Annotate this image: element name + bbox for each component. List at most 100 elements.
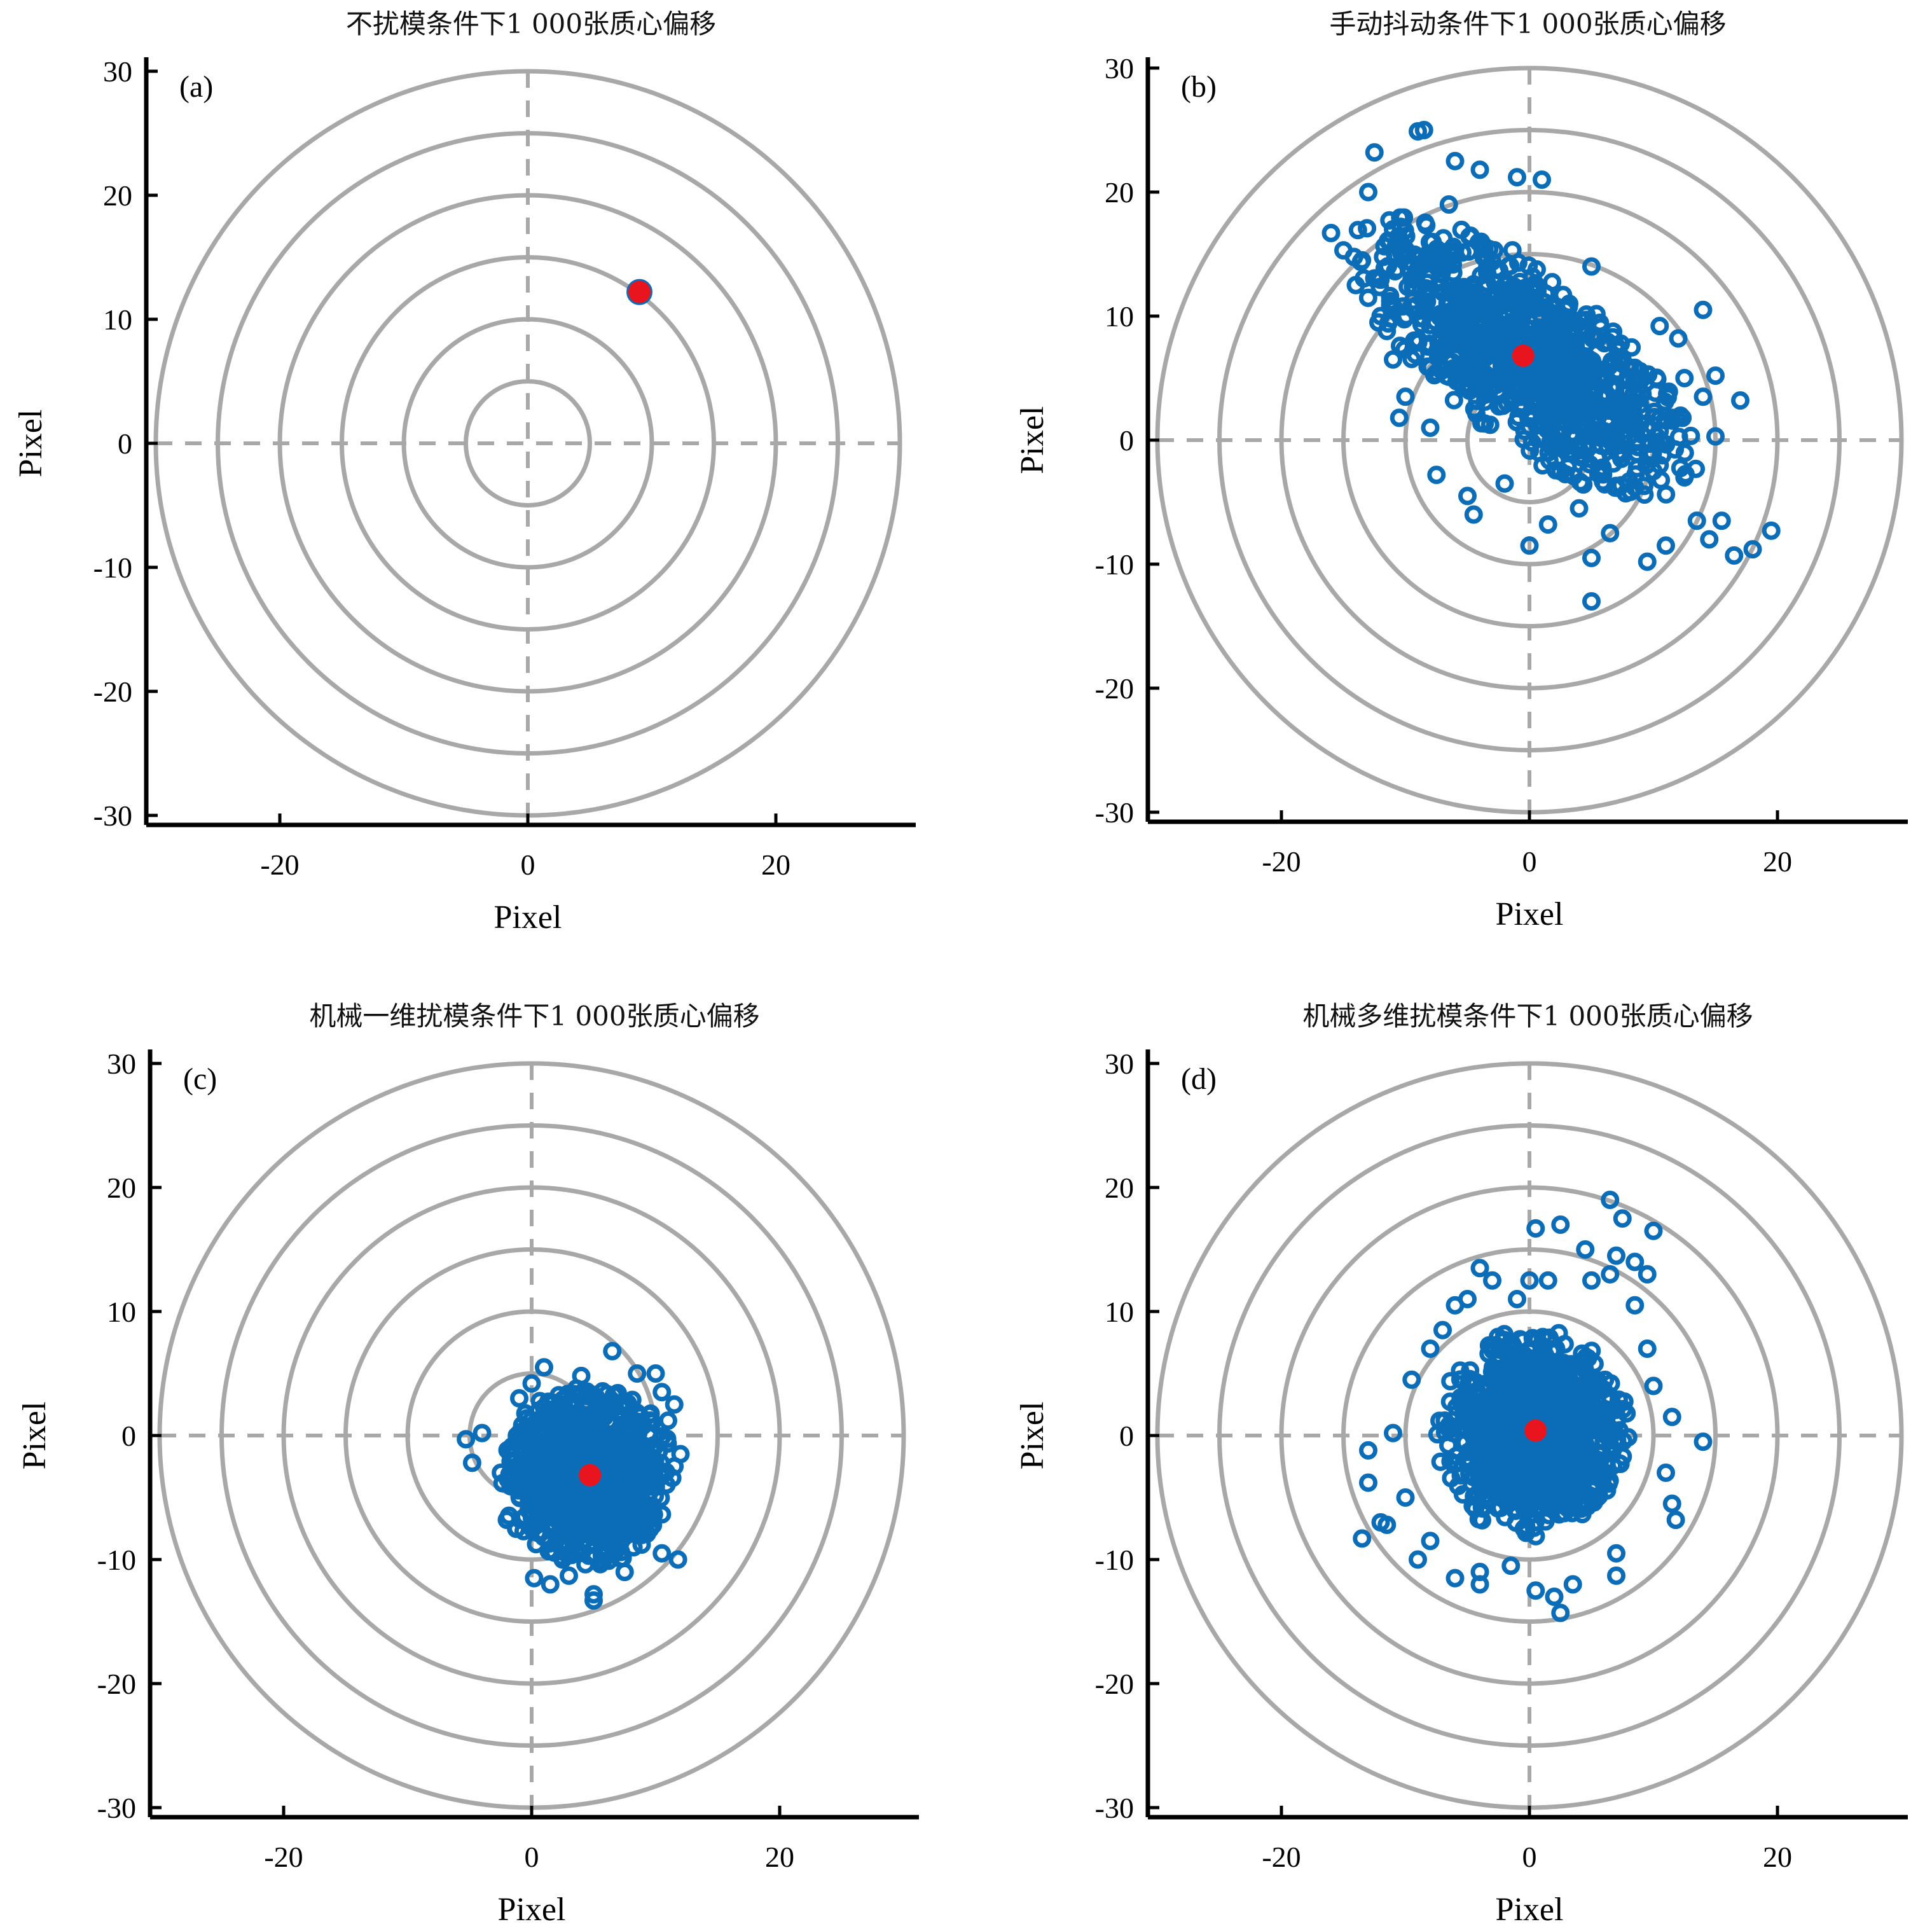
scatter-point — [1465, 1487, 1484, 1506]
scatter-point — [1549, 1485, 1568, 1504]
scatter-point — [1615, 1392, 1634, 1411]
scatter-point — [594, 1492, 613, 1511]
scatter-point — [518, 1409, 537, 1428]
x-tick-label: 20 — [1763, 1841, 1792, 1873]
scatter-point — [1576, 1240, 1595, 1259]
y-tick-label: -10 — [97, 1544, 136, 1576]
scatter-point — [514, 1452, 533, 1471]
scatter-point — [1564, 415, 1584, 434]
scatter-point — [599, 1428, 618, 1447]
scatter-point — [1645, 402, 1664, 421]
scatter-point — [1514, 430, 1533, 449]
scatter-point — [1551, 1603, 1570, 1623]
scatter-point — [1533, 170, 1551, 189]
scatter-point — [1479, 1344, 1498, 1363]
scatter-point — [1743, 540, 1762, 559]
scatter-point — [1419, 280, 1438, 299]
scatter-point — [1384, 350, 1402, 369]
scatter-point — [1599, 1404, 1618, 1423]
scatter-point — [529, 1497, 548, 1516]
scatter-point — [1634, 476, 1653, 495]
scatter-point — [1694, 300, 1713, 319]
scatter-point — [1520, 1271, 1539, 1290]
scatter-point — [1471, 305, 1490, 324]
y-tick-label: 30 — [107, 1048, 136, 1080]
scatter-point — [1446, 1568, 1465, 1588]
scatter-point — [522, 1439, 541, 1458]
axes: 30 20 10 0 -10 -20 -30 -20 0 20 — [1095, 52, 1908, 878]
scatter-point — [1377, 1515, 1397, 1534]
scatter-point — [1458, 1290, 1477, 1308]
scatter-point — [1405, 331, 1424, 350]
y-tick-label: -30 — [1095, 1792, 1134, 1824]
scatter-point — [1512, 310, 1531, 329]
scatter-point — [544, 1394, 563, 1413]
y-axis-label: Pixel — [13, 410, 49, 478]
scatter-point — [1465, 277, 1484, 296]
scatter-point — [1675, 468, 1694, 487]
scatter-point — [1526, 1219, 1545, 1238]
scatter-point — [1483, 1271, 1501, 1290]
scatter-point — [1538, 515, 1557, 534]
scatter-point — [652, 1383, 672, 1402]
scatter-point — [1514, 1348, 1533, 1367]
scatter-point — [1610, 1453, 1629, 1472]
scatter-point — [1520, 536, 1539, 555]
scatter-point — [1594, 465, 1613, 484]
scatter-point — [561, 1448, 580, 1467]
axes: 30 20 10 0 -10 -20 -30 -20 0 20 — [93, 55, 916, 881]
scatter-point — [1584, 371, 1603, 391]
scatter-point — [1510, 1471, 1529, 1490]
x-axis-label: Pixel — [1496, 896, 1564, 932]
y-tick-label: -20 — [97, 1668, 136, 1700]
scatter-point — [594, 1512, 613, 1532]
scatter-point — [1562, 1379, 1581, 1398]
scatter-point — [1657, 1464, 1675, 1482]
scatter-point — [628, 1364, 647, 1383]
scatter-point — [663, 1469, 682, 1488]
scatter-point — [1480, 339, 1500, 358]
scatter-point — [1468, 1423, 1487, 1443]
scatter-point — [1444, 1419, 1463, 1438]
scatter-point — [645, 1467, 665, 1486]
scatter-point — [1694, 1432, 1713, 1451]
scatter-point — [1655, 392, 1674, 412]
scatter-point — [535, 1358, 553, 1377]
scatter-point — [1582, 257, 1601, 276]
scatter-point — [1454, 277, 1473, 296]
scatter-point — [1568, 386, 1587, 405]
panel-label: (b) — [1181, 70, 1217, 104]
scatter-point — [1465, 1497, 1484, 1516]
scatter-point — [1540, 1505, 1559, 1525]
scatter-point — [1427, 466, 1446, 485]
scatter-point — [565, 1535, 584, 1554]
scatter-point — [1644, 1376, 1663, 1395]
scatter-point — [1365, 143, 1384, 162]
y-tick-label: -20 — [1095, 672, 1134, 705]
scatter-point — [1712, 511, 1731, 530]
scatter-point — [1381, 292, 1400, 311]
scatter-point — [1559, 350, 1578, 369]
chart-title: 机械一维扰模条件下1 000张质心偏移 — [309, 1000, 759, 1032]
x-tick-label: -20 — [1262, 1841, 1301, 1873]
scatter-point — [1558, 436, 1577, 455]
scatter-point — [1638, 552, 1657, 571]
scatter-point — [1669, 329, 1688, 348]
scatter-points — [457, 1341, 690, 1610]
scatter-point — [541, 1575, 560, 1594]
scatter-point — [1529, 329, 1548, 349]
y-tick-label: 10 — [107, 1296, 136, 1328]
scatter-point — [1495, 474, 1514, 493]
scatter-point — [1377, 321, 1397, 340]
scatter-point — [1519, 256, 1538, 275]
y-tick-label: 20 — [1105, 1172, 1134, 1204]
scatter-point — [1669, 427, 1688, 446]
scatter-point — [1526, 388, 1545, 407]
scatter-point — [1390, 408, 1409, 427]
scatter-point — [1501, 1420, 1520, 1439]
scatter-point — [1433, 310, 1452, 329]
scatter-point — [1625, 1252, 1645, 1271]
scatter-point — [1535, 1374, 1554, 1393]
scatter-point — [1554, 373, 1573, 392]
chart-title: 机械多维扰模条件下1 000张质心偏移 — [1302, 1000, 1753, 1032]
